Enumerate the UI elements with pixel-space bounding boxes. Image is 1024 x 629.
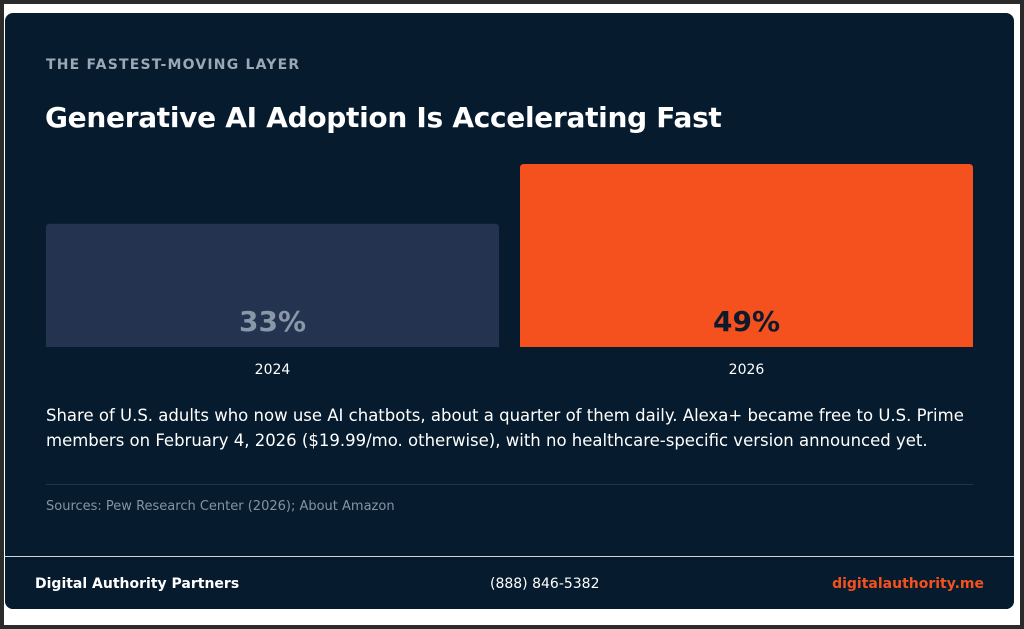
footer-phone[interactable]: (888) 846-5382 xyxy=(490,576,600,592)
footer-website-link[interactable]: digitalauthority.me xyxy=(832,576,984,592)
chart-description: Share of U.S. adults who now use AI chat… xyxy=(46,406,964,450)
footer: Digital Authority Partners (888) 846-538… xyxy=(5,556,1014,609)
data-label-2024: 33% xyxy=(239,305,306,338)
data-label-2026: 49% xyxy=(713,305,780,338)
bar-2024 xyxy=(46,223,499,347)
x-tick-label-2026: 2026 xyxy=(729,362,765,378)
bar-2026 xyxy=(520,164,973,347)
sources-note: Sources: Pew Research Center (2026); Abo… xyxy=(46,499,395,514)
card-title: Generative AI Adoption Is Accelerating F… xyxy=(45,101,722,134)
footer-brand: Digital Authority Partners xyxy=(35,576,240,592)
divider xyxy=(46,484,973,485)
bar-chart: 33% 2024 49% 2026 xyxy=(46,164,973,378)
infographic-card: THE FASTEST-MOVING LAYER Generative AI A… xyxy=(5,13,1014,609)
x-tick-label-2024: 2024 xyxy=(255,362,291,378)
eyebrow-label: THE FASTEST-MOVING LAYER xyxy=(46,57,301,73)
